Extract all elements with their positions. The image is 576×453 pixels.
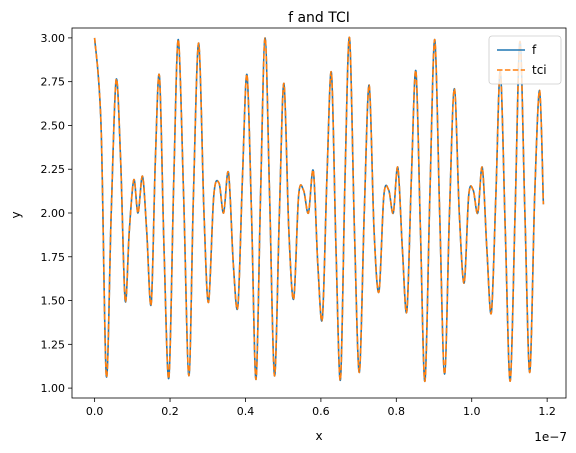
y-tick-label: 2.50 bbox=[41, 119, 66, 132]
legend: f tci bbox=[488, 35, 562, 85]
x-tick-label: 0.0 bbox=[86, 405, 104, 418]
y-axis-ticks: 1.00 1.25 1.50 1.75 2.00 2.25 2.50 2.75 3.00 bbox=[41, 32, 72, 395]
y-tick-label: 3.00 bbox=[41, 32, 66, 45]
y-axis-label: y bbox=[9, 211, 23, 218]
x-axis-offset-text: 1e−7 bbox=[534, 430, 567, 444]
plot-area bbox=[93, 36, 545, 382]
x-tick-label: 1.0 bbox=[463, 405, 481, 418]
y-tick-label: 2.00 bbox=[41, 207, 66, 220]
x-axis-label: x bbox=[315, 429, 322, 443]
y-tick-label: 1.50 bbox=[41, 295, 66, 308]
legend-box bbox=[488, 35, 562, 85]
legend-label-f: f bbox=[532, 43, 537, 57]
x-axis-ticks: 0.0 0.2 0.4 0.6 0.8 1.0 1.2 bbox=[86, 398, 556, 418]
x-tick-label: 0.2 bbox=[161, 405, 179, 418]
y-tick-label: 1.00 bbox=[41, 382, 66, 395]
series-line-tci bbox=[93, 36, 545, 382]
x-tick-label: 0.6 bbox=[312, 405, 330, 418]
y-tick-label: 1.25 bbox=[41, 338, 66, 351]
x-tick-label: 0.4 bbox=[237, 405, 255, 418]
y-tick-label: 2.25 bbox=[41, 163, 66, 176]
x-tick-label: 1.2 bbox=[538, 405, 556, 418]
y-tick-label: 2.75 bbox=[41, 76, 66, 89]
x-tick-label: 0.8 bbox=[388, 405, 406, 418]
chart-title: f and TCI bbox=[288, 10, 350, 26]
legend-label-tci: tci bbox=[532, 63, 547, 77]
y-tick-label: 1.75 bbox=[41, 251, 66, 264]
